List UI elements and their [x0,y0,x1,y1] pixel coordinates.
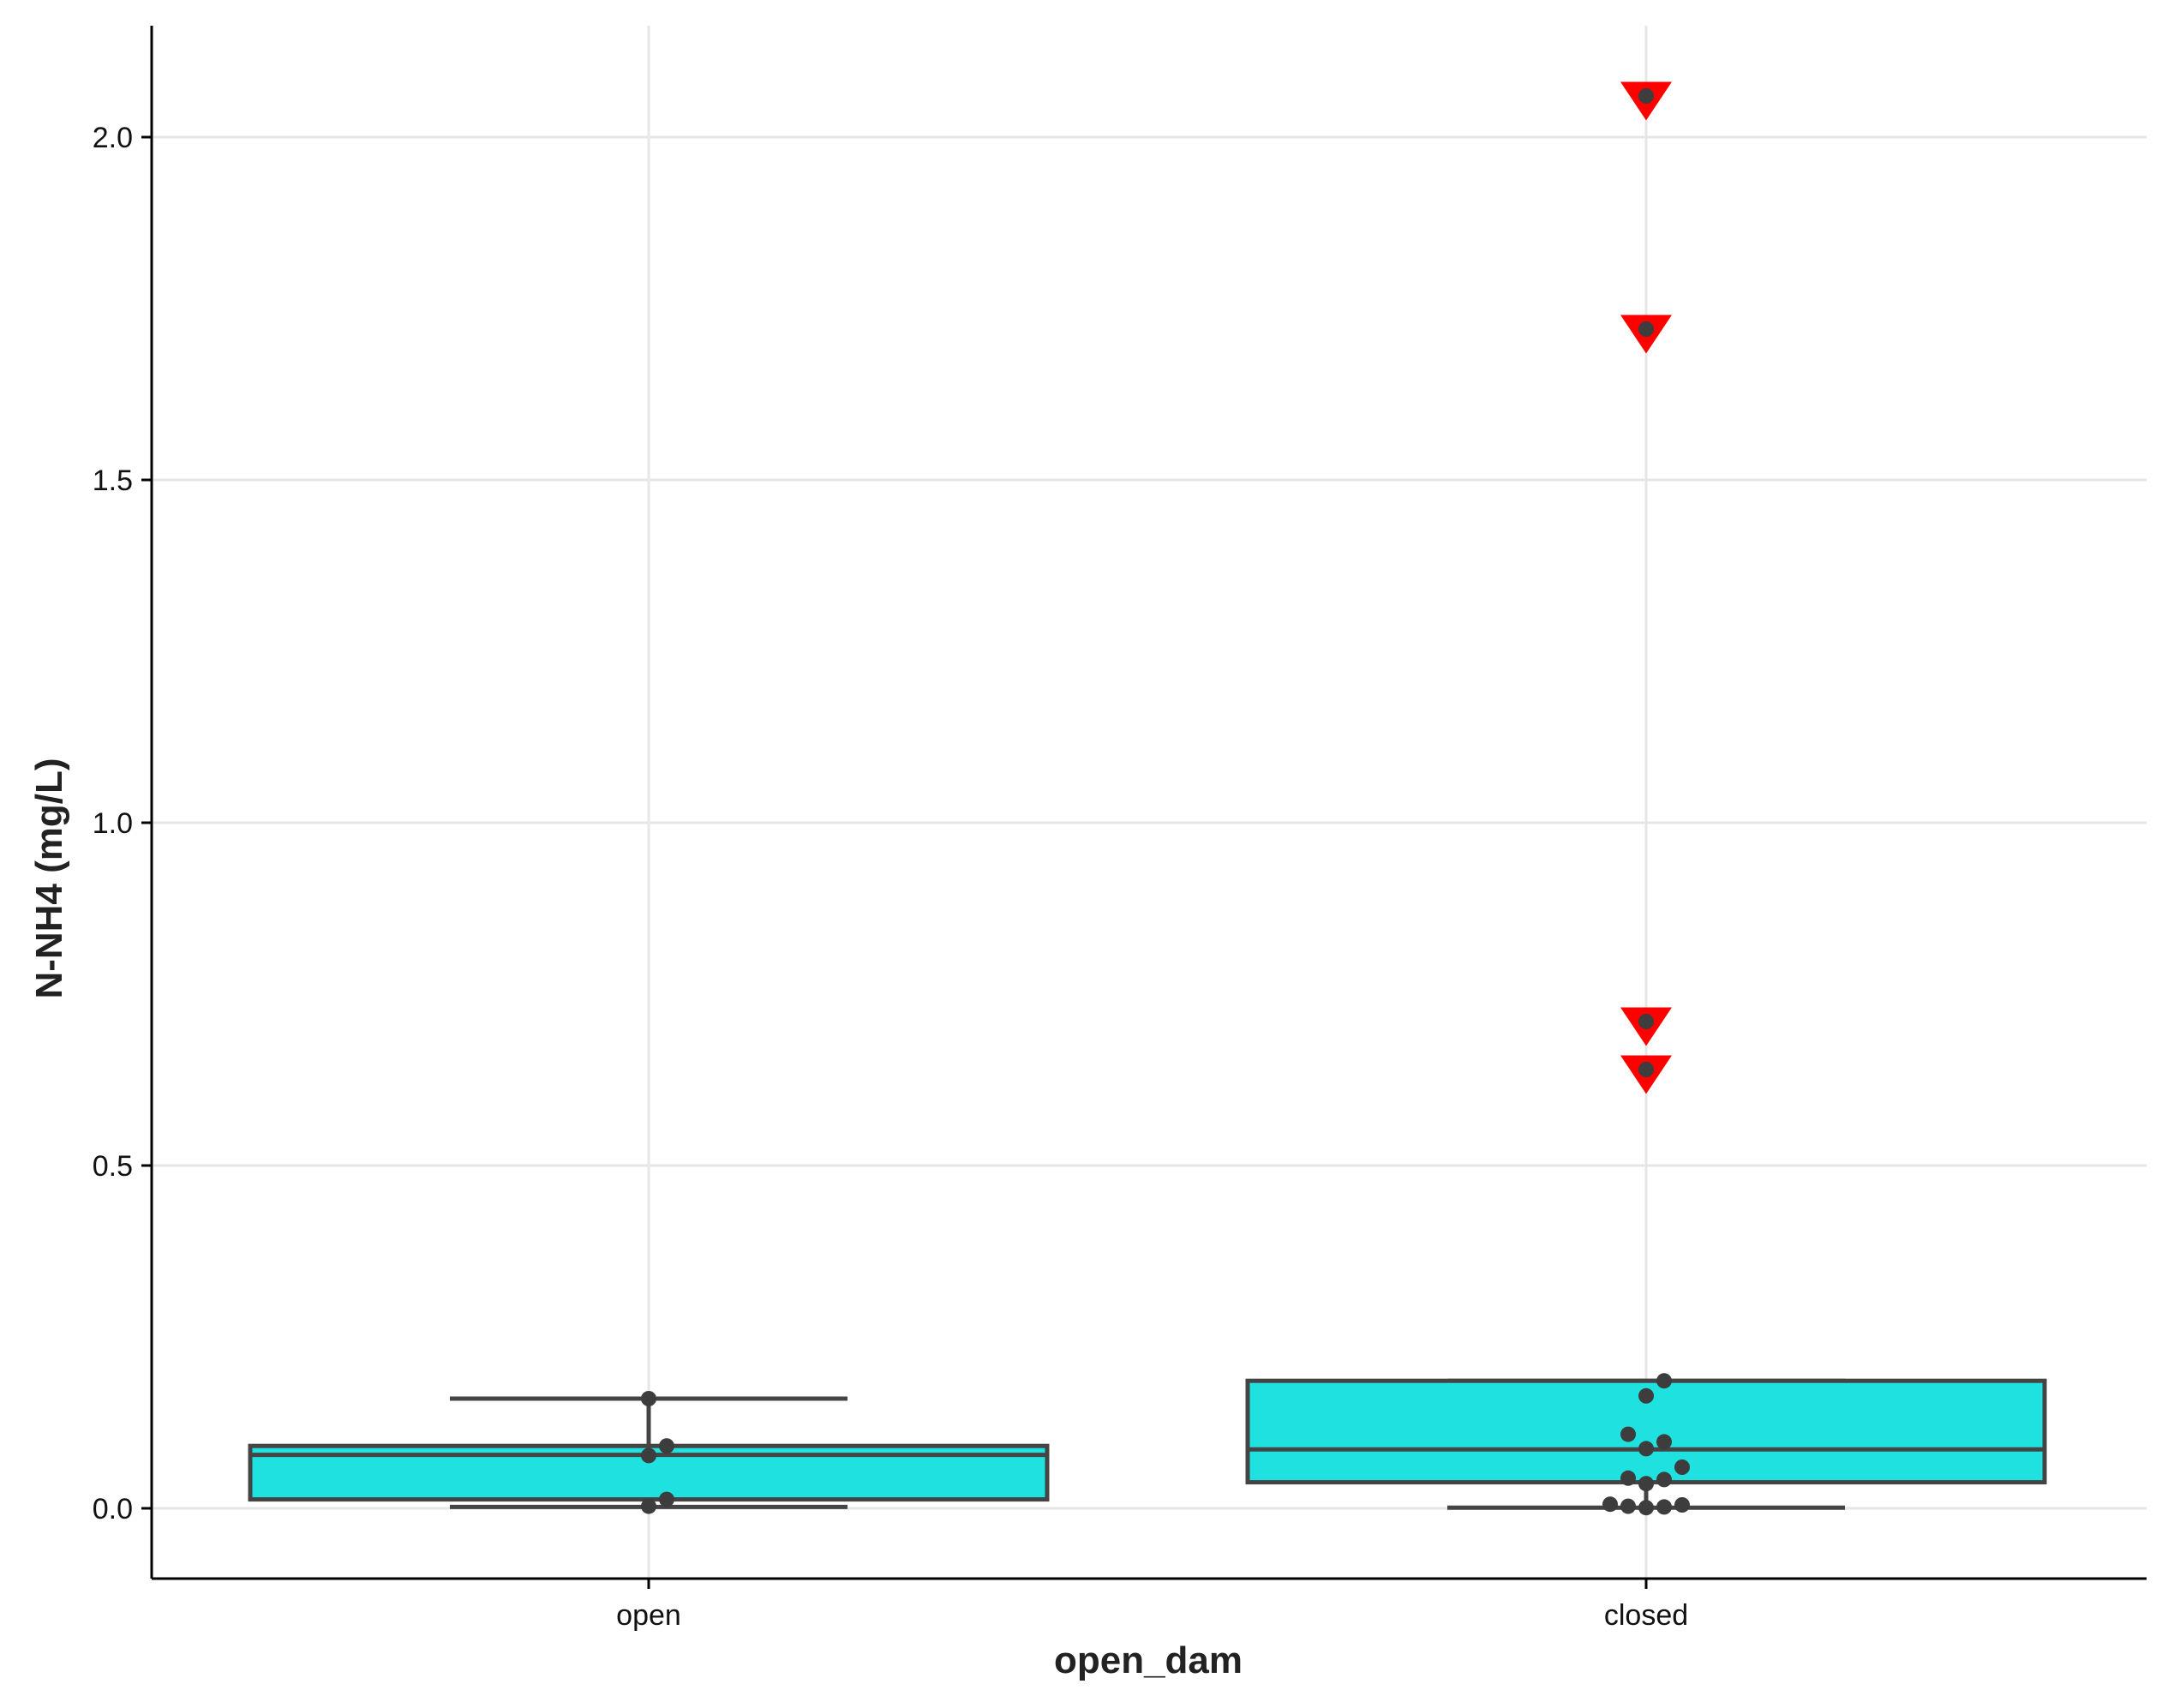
y-tick-label: 1.5 [93,464,133,497]
box-layer [248,1378,2047,1510]
y-tick-label: 0.5 [93,1150,133,1183]
data-point [1656,1373,1672,1389]
axis-layer [150,26,2147,1580]
tick-layer: 0.0 0.5 1.0 1.5 2.0 open closed [93,122,1688,1632]
data-point [659,1438,674,1454]
x-tick-label: closed [1604,1599,1688,1632]
point-layer [641,81,1690,1516]
data-point [1638,1014,1654,1029]
data-point [641,1391,656,1406]
data-point [1602,1496,1618,1513]
data-point [641,1498,656,1514]
data-point [1674,1497,1690,1513]
y-axis-title: N-NH4 (mg/L) [28,758,70,998]
y-tick-label: 1.0 [93,807,133,840]
data-point [1674,1459,1690,1475]
x-axis-title: open_dam [1054,1639,1243,1681]
data-point [1620,1470,1636,1486]
data-point [1656,1471,1672,1488]
grid-layer [152,26,2147,1579]
data-point [1638,321,1654,337]
data-point [1638,88,1654,104]
data-point [641,1447,656,1464]
data-point [1656,1434,1672,1450]
data-point [1638,1476,1654,1492]
data-point [1656,1499,1672,1515]
data-point [1620,1426,1636,1442]
data-point [1638,1441,1654,1457]
y-tick-label: 2.0 [93,122,133,154]
data-point [1638,1387,1654,1404]
y-tick-label: 0.0 [93,1493,133,1525]
data-point [1638,1062,1654,1077]
data-point [1620,1498,1636,1514]
x-tick-label: open [616,1599,681,1632]
data-point [1638,1500,1654,1516]
data-point [659,1491,674,1507]
